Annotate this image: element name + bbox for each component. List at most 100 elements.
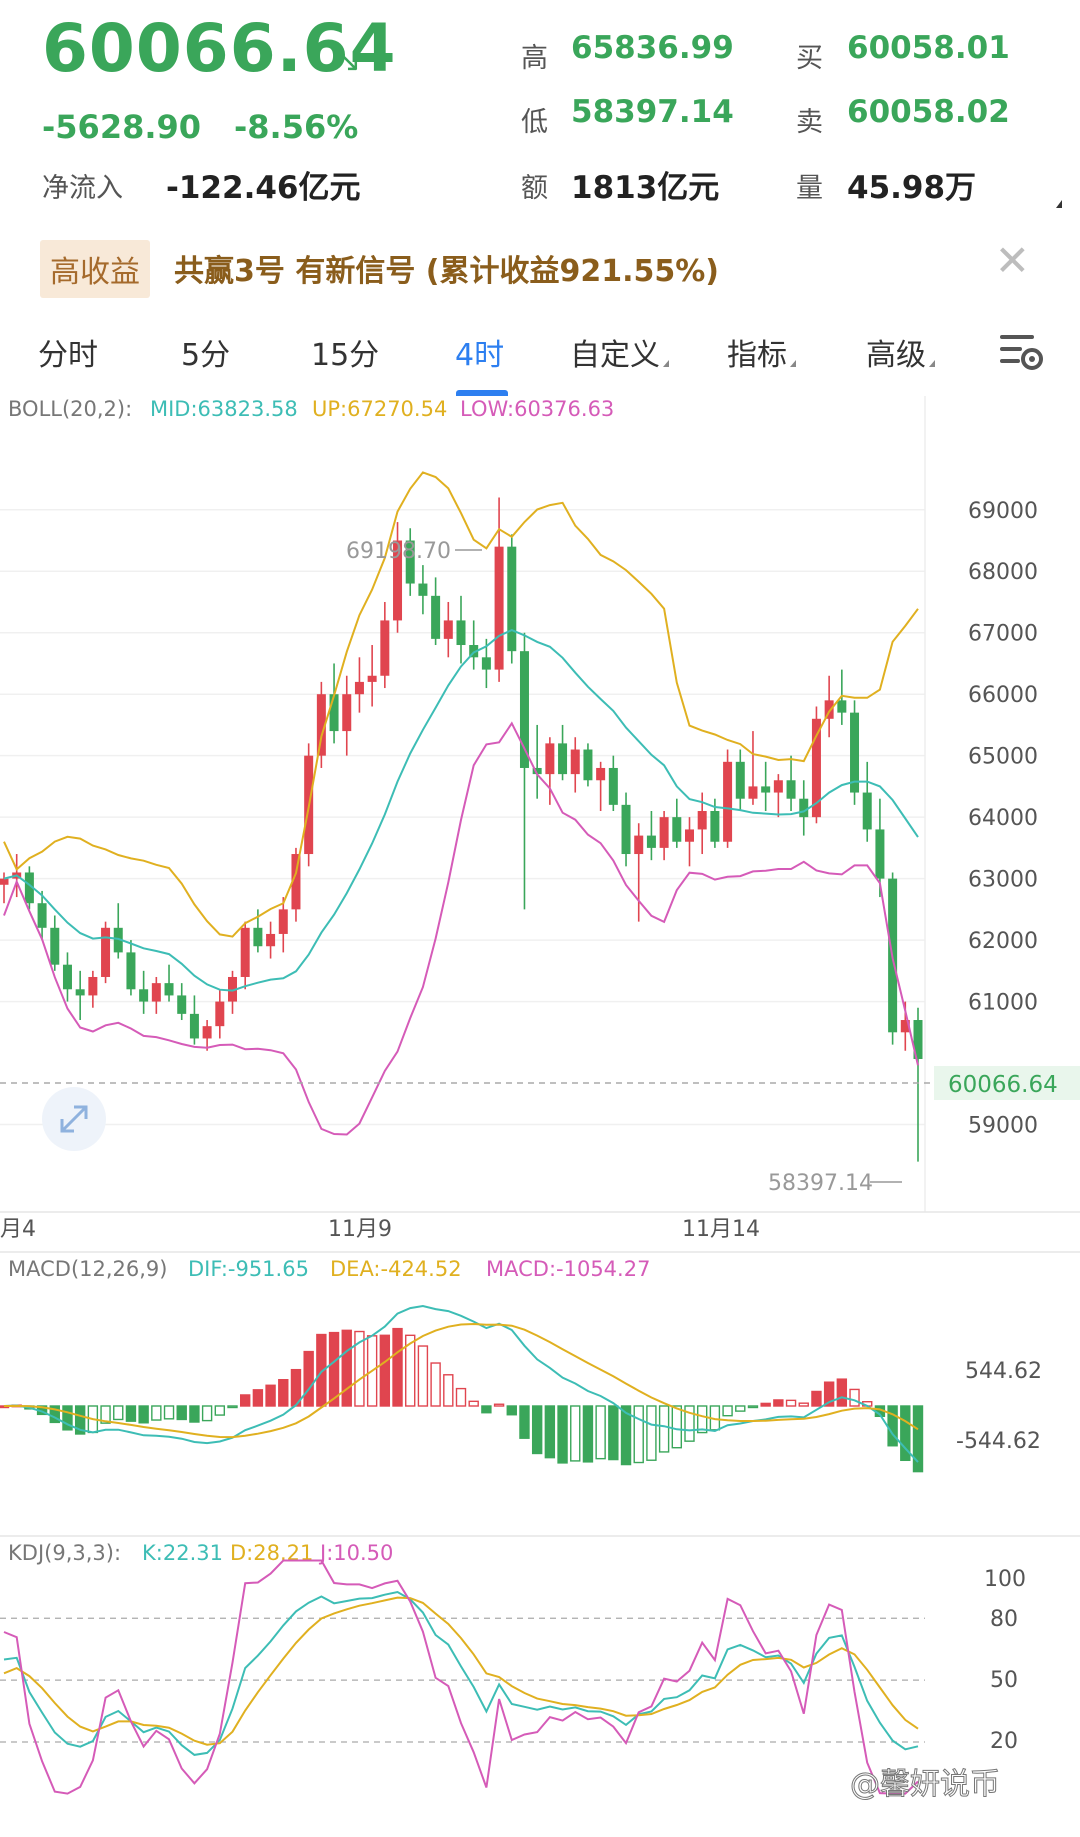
tab-4hour[interactable]: 4时 — [455, 338, 505, 373]
boll-low-label: LOW:60376.63 — [460, 397, 614, 421]
down-arrow-icon: ↘ — [336, 44, 362, 79]
macd-bar — [417, 1345, 429, 1407]
candle-body — [685, 829, 694, 842]
macd-dif-line — [3, 1304, 919, 1463]
tab-custom[interactable]: 自定义 — [570, 330, 669, 374]
candle-body — [24, 872, 34, 904]
macd-bar — [49, 1405, 60, 1424]
candle-body — [773, 780, 783, 793]
macd-bar — [189, 1405, 200, 1423]
macd-bar — [811, 1390, 822, 1407]
macd-bar — [696, 1405, 708, 1434]
macd-bar — [849, 1388, 860, 1407]
last-price-tag — [934, 1066, 1080, 1100]
y-tick-label: 59000 — [968, 1114, 1038, 1139]
macd-bar — [443, 1374, 454, 1407]
candle-body — [558, 743, 568, 775]
macd-bar — [328, 1331, 340, 1407]
candle-body — [545, 743, 555, 775]
candle-body — [621, 804, 631, 855]
candle-body — [393, 540, 403, 621]
chart-settings-icon[interactable] — [998, 330, 1044, 372]
boll-up-line — [3, 471, 919, 938]
macd-bar — [735, 1405, 746, 1412]
kline-chart-area[interactable]: BOLL(20,2): MID:63823.58 UP:67270.54 LOW… — [0, 396, 1080, 1837]
candle-body — [431, 595, 441, 639]
macd-bar — [570, 1405, 581, 1462]
macd-bar — [531, 1405, 543, 1455]
macd-bar — [455, 1387, 467, 1407]
macd-bar — [760, 1402, 771, 1407]
candle-body — [215, 1001, 225, 1027]
kdj-k-label: K:22.31 — [142, 1541, 223, 1565]
kdj-j-line — [3, 1559, 919, 1795]
candle-body — [786, 780, 796, 799]
macd-bar — [113, 1405, 124, 1421]
candle-body — [240, 927, 250, 977]
close-icon[interactable]: ✕ — [994, 236, 1030, 285]
expand-corner-icon[interactable] — [1056, 200, 1062, 208]
candle-body — [202, 1026, 212, 1039]
macd-bar — [100, 1405, 111, 1424]
candle-body — [139, 989, 149, 1002]
candle-body — [113, 927, 123, 953]
boll-up-label: UP:67270.54 — [312, 397, 447, 421]
y-tick-label: 63000 — [968, 868, 1038, 893]
min-price-annotation: 58397.14 — [768, 1171, 873, 1196]
macd-bar — [151, 1405, 162, 1421]
macd-bar — [658, 1405, 670, 1453]
candle-body — [659, 817, 669, 848]
signal-banner-text[interactable]: 共赢3号 有新信号 (累计收益921.55%) — [174, 254, 720, 289]
boll-mid-label: MID:63823.58 — [150, 397, 298, 421]
amount-label: 额 — [521, 173, 548, 204]
macd-bar — [493, 1403, 505, 1407]
boll-legend-label: BOLL(20,2): — [8, 397, 132, 421]
low-label: 低 — [521, 107, 548, 138]
candle-body — [266, 933, 276, 947]
macd-bar — [747, 1405, 759, 1409]
high-yield-badge: 高收益 — [40, 240, 150, 298]
tab-timeshare[interactable]: 分时 — [38, 338, 98, 373]
candle-body — [494, 546, 504, 670]
candle-body — [405, 540, 415, 584]
high-label: 高 — [521, 43, 548, 74]
macd-bar — [671, 1405, 683, 1449]
x-label-nov9: 11月9 — [328, 1217, 392, 1242]
candle-body — [913, 1020, 923, 1059]
net-inflow-value: -122.46亿元 — [166, 170, 361, 206]
macd-bar — [354, 1330, 365, 1407]
kdj-j-label: J:10.50 — [318, 1541, 393, 1565]
candle-body — [697, 811, 707, 830]
macd-bar — [392, 1327, 403, 1407]
macd-bar — [646, 1405, 657, 1461]
macd-bar — [506, 1405, 517, 1416]
tab-indicators[interactable]: 指标 — [727, 330, 796, 374]
candle-body — [456, 620, 466, 646]
bid-value: 60058.01 — [847, 30, 1010, 66]
macd-bar — [785, 1399, 797, 1407]
bid-label: 买 — [796, 43, 823, 74]
macd-bar — [836, 1378, 848, 1407]
macd-bar — [557, 1405, 568, 1464]
candle-body — [101, 927, 111, 977]
candle-body — [88, 976, 98, 996]
candle-body — [380, 620, 390, 676]
candle-body — [316, 694, 326, 756]
candle-body — [710, 811, 720, 842]
macd-bar — [265, 1384, 276, 1407]
candle-body — [37, 903, 47, 928]
tab-15min[interactable]: 15分 — [311, 338, 380, 373]
caret-icon — [929, 360, 935, 367]
x-label-nov14: 11月14 — [682, 1217, 760, 1242]
tab-advanced[interactable]: 高级 — [866, 330, 935, 374]
tab-5min[interactable]: 5分 — [181, 338, 231, 373]
macd-bar — [633, 1405, 644, 1464]
macd-dea-line — [3, 1322, 919, 1439]
macd-bar — [62, 1405, 73, 1431]
macd-bar — [519, 1405, 530, 1439]
kdj-d-line — [3, 1596, 919, 1746]
macd-bar — [481, 1405, 492, 1414]
y-tick-label: 68000 — [968, 560, 1038, 585]
macd-bar — [887, 1405, 898, 1447]
net-inflow-label: 净流入 — [42, 173, 123, 204]
